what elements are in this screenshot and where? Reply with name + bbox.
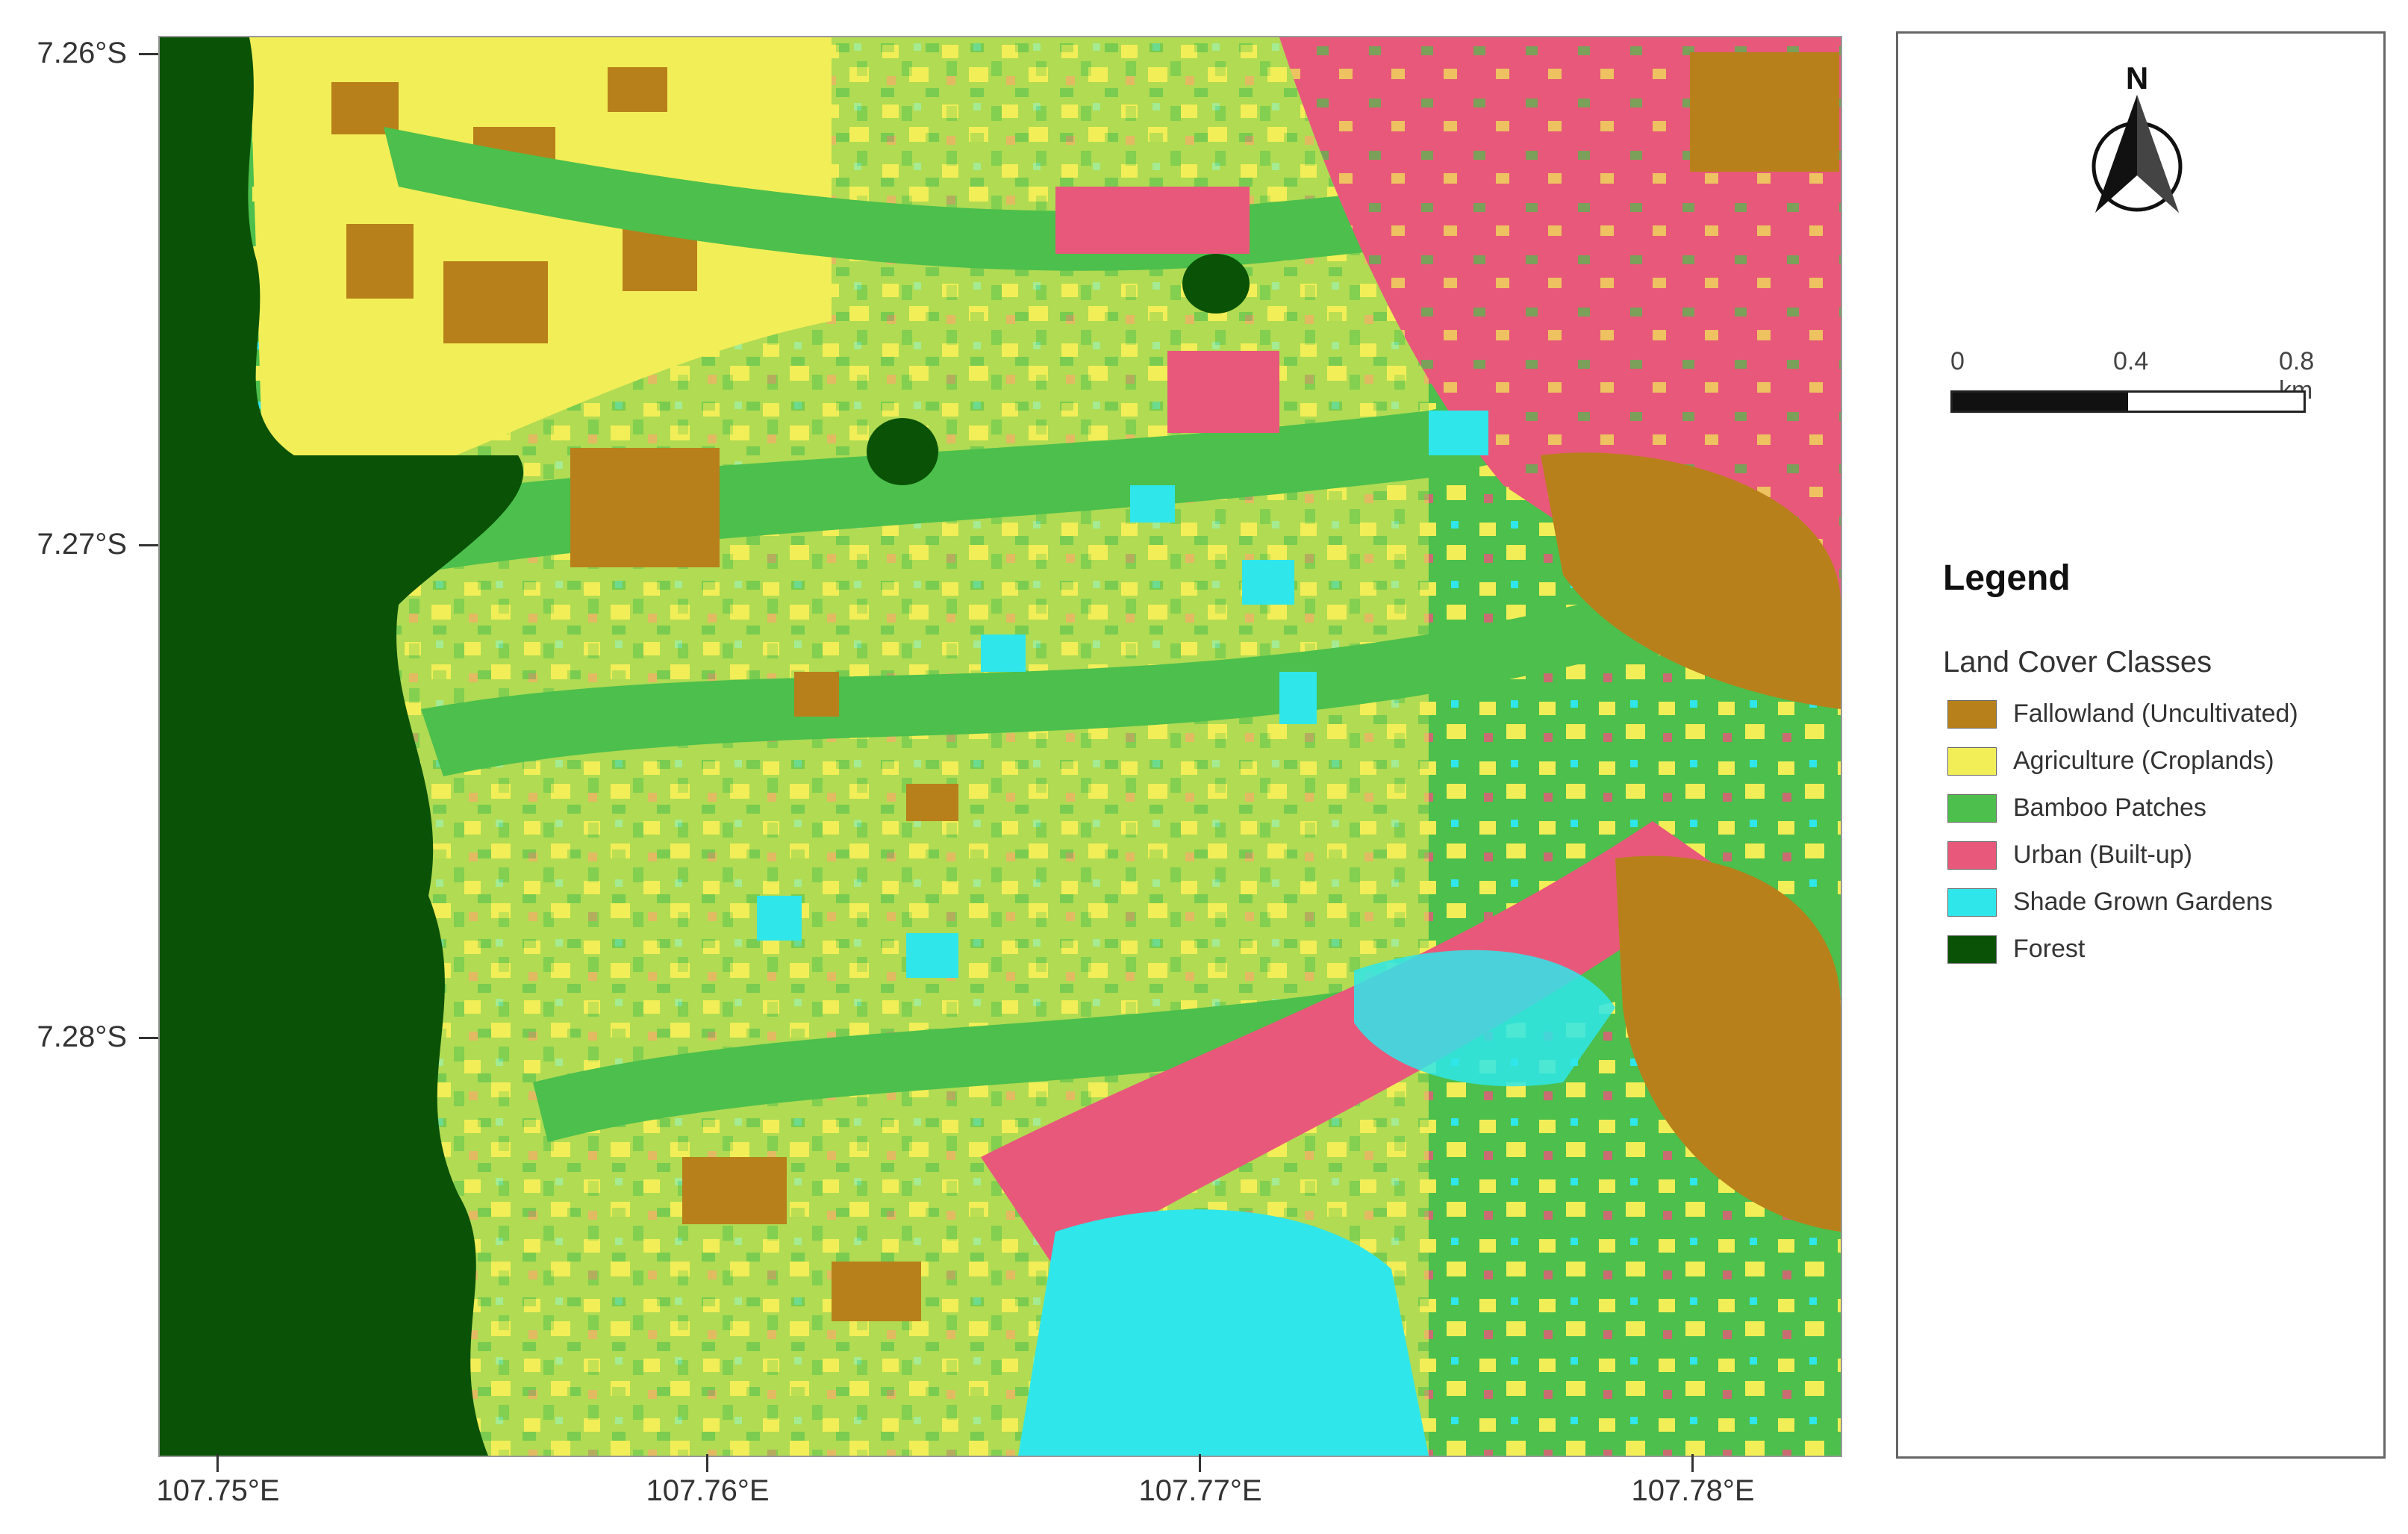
legend-label: Shade Grown Gardens: [2013, 888, 2273, 916]
legend-label: Agriculture (Croplands): [2013, 746, 2274, 775]
legend-swatch: [1947, 935, 1997, 964]
north-arrow-icon: N: [2077, 56, 2197, 216]
lat-tickmark: [139, 53, 158, 55]
map-legend-panel: N 0 0.4 0.8 km Legend Land Cover Classes…: [1896, 31, 2386, 1459]
legend-item-fallowland: Fallowland (Uncultivated): [1947, 690, 2298, 738]
legend-swatch: [1947, 746, 1997, 776]
lat-tickmark: [139, 544, 158, 546]
legend-swatch: [1947, 888, 1997, 917]
legend-swatch: [1947, 793, 1997, 823]
scale-label-mid: 0.4: [2113, 347, 2149, 375]
scale-bar: 0 0.4 0.8 km: [1950, 347, 2324, 437]
legend-label: Urban (Built-up): [2013, 841, 2192, 869]
legend-list: Fallowland (Uncultivated) Agriculture (C…: [1947, 690, 2298, 973]
lat-tick-label: 7.27°S: [37, 528, 127, 561]
lon-tick-label: 107.77°E: [1138, 1474, 1262, 1507]
legend-item-shade-gardens: Shade Grown Gardens: [1947, 879, 2298, 926]
legend-swatch: [1947, 699, 1997, 729]
scale-bar-track: [1950, 390, 2306, 413]
legend-item-forest: Forest: [1947, 926, 2298, 973]
scale-label-start: 0: [1950, 347, 1965, 375]
legend-item-bamboo: Bamboo Patches: [1947, 785, 2298, 832]
legend-label: Forest: [2013, 935, 2086, 963]
lon-tickmark: [1199, 1454, 1201, 1472]
legend-label: Bamboo Patches: [2013, 793, 2206, 822]
legend-swatch: [1947, 841, 1997, 870]
lon-tick-label: 107.78°E: [1631, 1474, 1755, 1507]
lon-tickmark: [1691, 1454, 1694, 1472]
legend-title: Legend: [1943, 558, 2071, 598]
lon-tickmark: [706, 1454, 708, 1472]
north-label: N: [2126, 60, 2148, 96]
land-cover-map[interactable]: [158, 36, 1842, 1457]
lat-tick-label: 7.26°S: [37, 37, 127, 69]
lon-tick-label: 107.76°E: [646, 1474, 770, 1507]
lat-tickmark: [139, 1037, 158, 1039]
lon-tick-label: 107.75°E: [156, 1474, 280, 1507]
scale-bar-filled-segment: [1953, 393, 2128, 411]
legend-label: Fallowland (Uncultivated): [2013, 699, 2298, 728]
lon-tickmark: [216, 1454, 219, 1472]
lat-tick-label: 7.28°S: [37, 1020, 127, 1053]
legend-item-agriculture: Agriculture (Croplands): [1947, 738, 2298, 785]
land-cover-raster: [160, 37, 1841, 1456]
legend-subtitle: Land Cover Classes: [1943, 646, 2212, 679]
legend-item-urban: Urban (Built-up): [1947, 832, 2298, 879]
